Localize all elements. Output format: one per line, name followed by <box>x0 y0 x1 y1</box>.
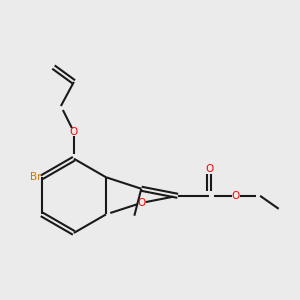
Text: O: O <box>137 198 146 208</box>
Text: O: O <box>232 191 240 201</box>
Text: O: O <box>70 127 78 137</box>
Text: O: O <box>205 164 213 174</box>
Text: Br: Br <box>30 172 42 182</box>
